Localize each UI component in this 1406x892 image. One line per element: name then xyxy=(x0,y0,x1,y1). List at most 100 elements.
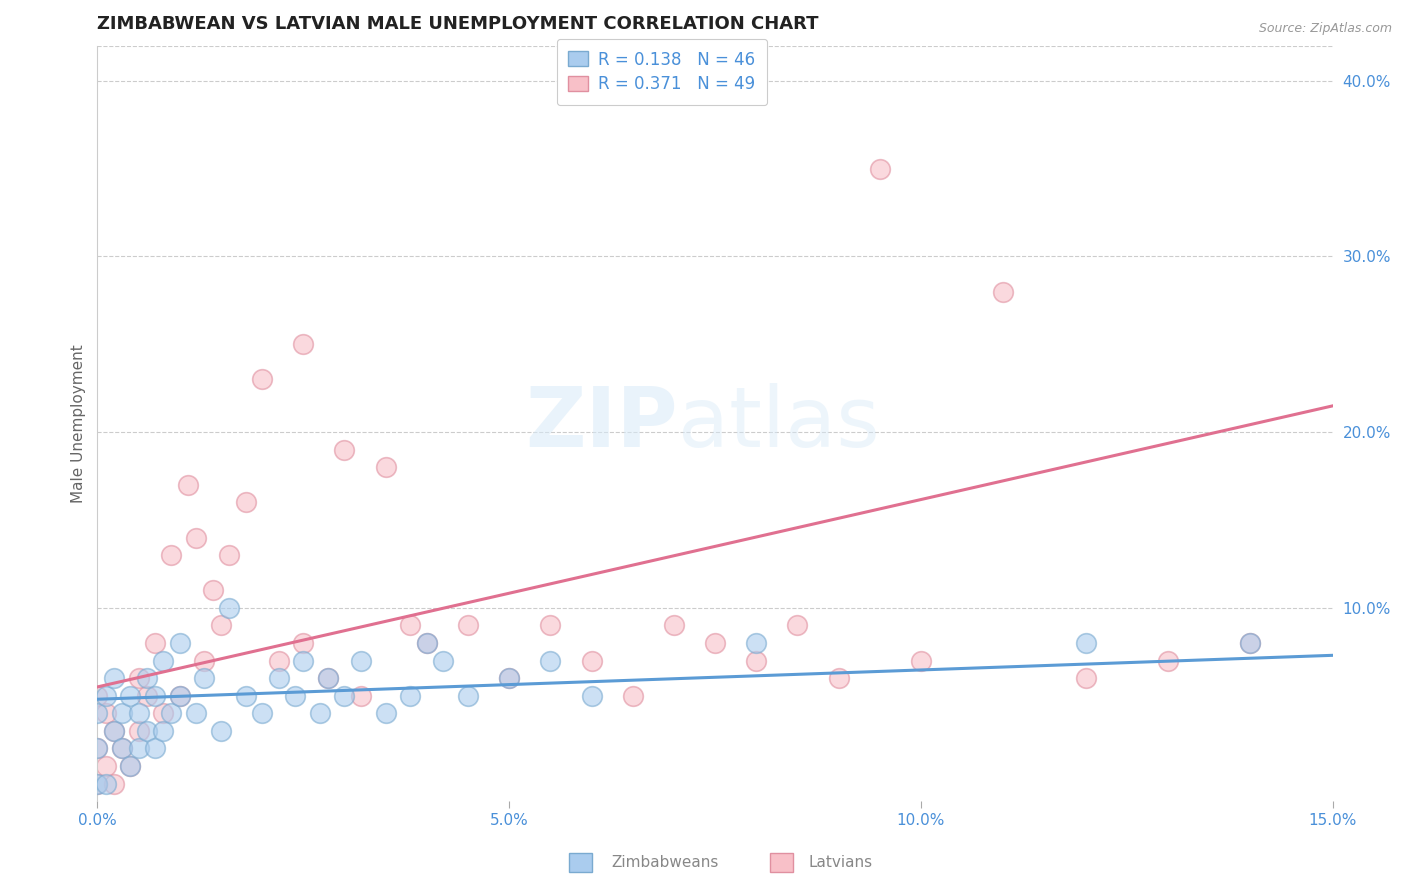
Point xyxy=(316,671,339,685)
Point xyxy=(209,618,232,632)
Point xyxy=(94,759,117,773)
Point xyxy=(498,671,520,685)
Point xyxy=(169,689,191,703)
Text: Source: ZipAtlas.com: Source: ZipAtlas.com xyxy=(1258,22,1392,36)
Point xyxy=(432,654,454,668)
Point xyxy=(152,654,174,668)
Point xyxy=(350,654,373,668)
Text: ZIMBABWEAN VS LATVIAN MALE UNEMPLOYMENT CORRELATION CHART: ZIMBABWEAN VS LATVIAN MALE UNEMPLOYMENT … xyxy=(97,15,818,33)
Point xyxy=(193,654,215,668)
Point xyxy=(111,706,134,721)
Text: Zimbabweans: Zimbabweans xyxy=(612,855,718,870)
Point xyxy=(704,636,727,650)
Point xyxy=(374,460,396,475)
Point xyxy=(218,548,240,562)
Point xyxy=(186,531,208,545)
Point xyxy=(416,636,439,650)
Point xyxy=(218,600,240,615)
Point xyxy=(86,741,108,756)
Point xyxy=(201,583,224,598)
Point xyxy=(581,654,603,668)
Point xyxy=(786,618,808,632)
Legend: R = 0.138   N = 46, R = 0.371   N = 49: R = 0.138 N = 46, R = 0.371 N = 49 xyxy=(557,39,768,105)
Point xyxy=(177,478,200,492)
Point xyxy=(152,706,174,721)
Point xyxy=(103,671,125,685)
Point xyxy=(869,161,891,176)
Point xyxy=(103,723,125,738)
Point xyxy=(250,706,273,721)
Point xyxy=(399,689,422,703)
Point xyxy=(1239,636,1261,650)
Point xyxy=(135,689,157,703)
Point xyxy=(284,689,307,703)
Point xyxy=(193,671,215,685)
Point xyxy=(1239,636,1261,650)
Point xyxy=(457,689,479,703)
Point xyxy=(333,442,356,457)
Point xyxy=(292,654,315,668)
Point xyxy=(538,654,561,668)
Point xyxy=(662,618,685,632)
Point xyxy=(1157,654,1180,668)
Point xyxy=(169,636,191,650)
Point xyxy=(621,689,644,703)
Point xyxy=(1074,671,1097,685)
Point xyxy=(135,723,157,738)
Point xyxy=(128,723,150,738)
Point xyxy=(581,689,603,703)
Point xyxy=(128,741,150,756)
Point xyxy=(160,548,183,562)
Point xyxy=(416,636,439,650)
Point xyxy=(993,285,1015,299)
Point xyxy=(86,776,108,790)
Point xyxy=(143,741,166,756)
Point xyxy=(128,706,150,721)
Point xyxy=(186,706,208,721)
Point xyxy=(235,689,257,703)
Point xyxy=(910,654,932,668)
Point xyxy=(103,723,125,738)
Point xyxy=(457,618,479,632)
Point xyxy=(160,706,183,721)
Point xyxy=(86,741,108,756)
Text: Latvians: Latvians xyxy=(808,855,873,870)
Point xyxy=(86,689,108,703)
Point xyxy=(128,671,150,685)
Y-axis label: Male Unemployment: Male Unemployment xyxy=(72,344,86,503)
Text: atlas: atlas xyxy=(678,383,880,464)
Point xyxy=(745,636,768,650)
Point xyxy=(103,776,125,790)
Point xyxy=(267,671,290,685)
Point xyxy=(111,741,134,756)
Point xyxy=(94,776,117,790)
Point xyxy=(169,689,191,703)
Point xyxy=(1074,636,1097,650)
Point xyxy=(86,776,108,790)
Point xyxy=(152,723,174,738)
Point xyxy=(308,706,330,721)
Point xyxy=(86,706,108,721)
Point xyxy=(143,689,166,703)
Point xyxy=(827,671,849,685)
Point xyxy=(374,706,396,721)
Text: ZIP: ZIP xyxy=(526,383,678,464)
Point xyxy=(120,759,142,773)
Point xyxy=(235,495,257,509)
Point xyxy=(333,689,356,703)
Point xyxy=(745,654,768,668)
Point xyxy=(267,654,290,668)
Point xyxy=(498,671,520,685)
Point xyxy=(120,759,142,773)
Point xyxy=(292,337,315,351)
Point xyxy=(316,671,339,685)
Point xyxy=(538,618,561,632)
Point xyxy=(143,636,166,650)
Point xyxy=(111,741,134,756)
Point xyxy=(292,636,315,650)
Point xyxy=(135,671,157,685)
Point xyxy=(94,706,117,721)
Point xyxy=(120,689,142,703)
Point xyxy=(350,689,373,703)
Point xyxy=(94,689,117,703)
